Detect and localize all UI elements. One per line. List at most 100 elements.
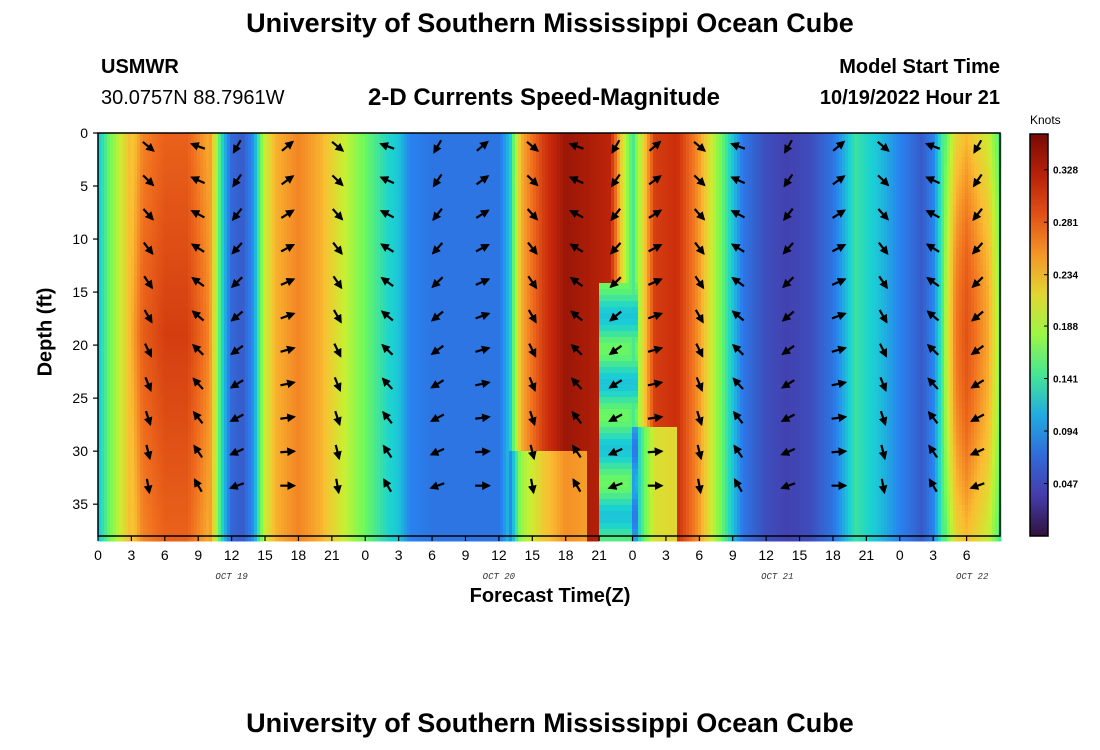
heatmap-cell <box>119 439 123 446</box>
heatmap-cell <box>227 397 231 404</box>
heatmap-cell <box>176 409 180 416</box>
heatmap-cell <box>185 313 189 320</box>
heatmap-cell <box>296 139 300 146</box>
heatmap-cell <box>194 133 198 140</box>
heatmap-cell <box>155 343 159 350</box>
heatmap-cell <box>137 409 141 416</box>
heatmap-cell <box>152 283 156 290</box>
heatmap-cell <box>227 355 231 362</box>
heatmap-cell <box>131 529 135 536</box>
heatmap-cell <box>281 229 285 236</box>
heatmap-cell <box>101 187 105 194</box>
heatmap-cell <box>158 427 162 434</box>
heatmap-cell <box>137 259 141 266</box>
heatmap-cell <box>290 235 294 242</box>
heatmap-cell <box>245 379 249 386</box>
heatmap-cell <box>125 151 129 158</box>
heatmap-cell <box>155 361 159 368</box>
heatmap-cell <box>227 145 231 152</box>
heatmap-cell <box>152 499 156 506</box>
heatmap-cell <box>167 427 171 434</box>
heatmap-cell <box>248 235 252 242</box>
heatmap-cell <box>293 439 297 446</box>
heatmap-cell <box>242 253 246 260</box>
heatmap-cell <box>164 307 168 314</box>
heatmap-cell <box>137 247 141 254</box>
heatmap-cell <box>227 487 231 494</box>
heatmap-cell <box>215 349 219 356</box>
heatmap-cell <box>104 493 108 500</box>
heatmap-cell <box>317 181 321 188</box>
heatmap-cell <box>242 139 246 146</box>
heatmap-cell <box>305 157 309 164</box>
heatmap-cell <box>197 409 201 416</box>
heatmap-cell <box>182 517 186 524</box>
heatmap-cell <box>278 493 282 500</box>
heatmap-cell <box>116 499 120 506</box>
heatmap-cell <box>149 367 153 374</box>
heatmap-cell <box>101 229 105 236</box>
heatmap-cell <box>173 235 177 242</box>
heatmap-cell <box>269 499 273 506</box>
heatmap-cell <box>182 313 186 320</box>
heatmap-cell <box>128 139 132 146</box>
heatmap-cell <box>170 235 174 242</box>
heatmap-cell <box>197 229 201 236</box>
heatmap-cell <box>272 265 276 272</box>
heatmap-cell <box>206 319 210 326</box>
heatmap-cell <box>272 481 276 488</box>
heatmap-cell <box>191 181 195 188</box>
heatmap-cell <box>155 517 159 524</box>
heatmap-cell <box>158 265 162 272</box>
heatmap-cell <box>161 193 165 200</box>
heatmap-cell <box>230 433 234 440</box>
heatmap-cell <box>197 439 201 446</box>
heatmap-cell <box>113 163 117 170</box>
heatmap-cell <box>161 325 165 332</box>
heatmap-cell <box>257 313 261 320</box>
heatmap-cell <box>278 361 282 368</box>
heatmap-cell <box>287 199 291 206</box>
heatmap-cell <box>194 151 198 158</box>
heatmap-cell <box>206 175 210 182</box>
heatmap-cell <box>164 355 168 362</box>
heatmap-cell <box>275 253 279 260</box>
heatmap-cell <box>146 301 150 308</box>
heatmap-cell <box>173 151 177 158</box>
heatmap-cell <box>263 163 267 170</box>
heatmap-cell <box>119 409 123 416</box>
heatmap-cell <box>110 217 114 224</box>
heatmap-cell <box>104 517 108 524</box>
heatmap-cell <box>218 445 222 452</box>
heatmap-cell <box>260 529 264 536</box>
heatmap-cell <box>146 337 150 344</box>
heatmap-cell <box>206 277 210 284</box>
heatmap-cell <box>182 349 186 356</box>
heatmap-cell <box>224 193 228 200</box>
heatmap-cell <box>182 229 186 236</box>
heatmap-cell <box>314 283 318 290</box>
heatmap-cell <box>164 457 168 464</box>
heatmap-cell <box>203 469 207 476</box>
heatmap-cell <box>182 529 186 536</box>
heatmap-cell <box>137 265 141 272</box>
heatmap-cell <box>155 505 159 512</box>
heatmap-cell <box>263 433 267 440</box>
heatmap-cell <box>254 463 258 470</box>
heatmap-cell <box>257 157 261 164</box>
heatmap-cell <box>308 457 312 464</box>
heatmap-cell <box>170 451 174 458</box>
heatmap-cell <box>107 529 111 536</box>
heatmap-cell <box>137 157 141 164</box>
heatmap-cell <box>299 475 303 482</box>
heatmap-cell <box>203 313 207 320</box>
heatmap-cell <box>209 139 213 146</box>
heatmap-cell <box>284 295 288 302</box>
heatmap-cell <box>281 223 285 230</box>
heatmap-cell <box>200 445 204 452</box>
heatmap-cell <box>200 505 204 512</box>
heatmap-cell <box>215 187 219 194</box>
heatmap-cell <box>278 187 282 194</box>
heatmap-cell <box>251 391 255 398</box>
heatmap-cell <box>113 265 117 272</box>
